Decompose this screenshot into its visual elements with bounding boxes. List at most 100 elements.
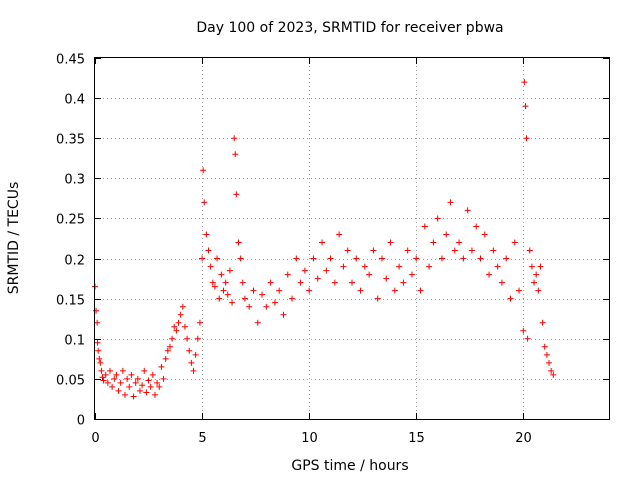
data-point	[344, 247, 351, 254]
data-point	[271, 299, 278, 306]
data-point	[301, 267, 308, 274]
data-point	[387, 239, 394, 246]
data-point	[481, 231, 488, 238]
data-point	[156, 383, 163, 390]
data-point	[145, 377, 152, 384]
x-tick-label: 10	[301, 431, 318, 446]
plot-frame	[94, 57, 610, 420]
data-point	[177, 311, 184, 318]
data-point	[498, 279, 505, 286]
data-point	[314, 275, 321, 282]
data-point	[196, 319, 203, 326]
data-point	[94, 339, 101, 346]
data-point	[473, 223, 480, 230]
data-point	[141, 367, 148, 374]
data-point	[443, 231, 450, 238]
data-point	[250, 287, 257, 294]
data-point	[531, 279, 538, 286]
data-point	[192, 351, 199, 358]
data-point	[464, 207, 471, 214]
data-point	[229, 299, 236, 306]
data-point	[357, 287, 364, 294]
data-point	[164, 347, 171, 354]
y-tick-labels: 0 0.05 0.1 0.15 0.2 0.25 0.3 0.35 0.4 0.45	[56, 53, 85, 429]
y-tick-label: 0.3	[64, 173, 85, 188]
data-point	[233, 191, 240, 198]
data-point	[171, 323, 178, 330]
data-point	[400, 279, 407, 286]
data-point	[216, 295, 223, 302]
data-point	[522, 103, 529, 110]
data-point	[154, 379, 161, 386]
data-point	[121, 391, 128, 398]
data-point	[378, 255, 385, 262]
data-point	[115, 387, 122, 394]
data-point	[263, 303, 270, 310]
data-point	[383, 275, 390, 282]
data-point	[214, 255, 221, 262]
grid-lines	[95, 58, 609, 419]
data-point	[130, 393, 137, 400]
data-point	[528, 263, 535, 270]
data-point	[349, 279, 355, 286]
data-point	[181, 323, 188, 330]
data-point	[353, 255, 360, 262]
data-point	[327, 255, 334, 262]
data-point	[111, 375, 118, 382]
data-point	[550, 371, 557, 378]
data-point	[546, 359, 553, 366]
data-point	[97, 359, 104, 366]
data-point	[199, 255, 206, 262]
data-point	[224, 291, 231, 298]
data-point	[126, 383, 133, 390]
data-point	[535, 287, 542, 294]
data-point	[451, 247, 458, 254]
data-point	[323, 267, 330, 274]
data-point	[490, 247, 497, 254]
data-point	[173, 327, 180, 334]
data-point	[94, 319, 101, 326]
data-point	[306, 287, 313, 294]
data-point	[241, 295, 248, 302]
data-point	[158, 363, 165, 370]
data-point	[521, 79, 528, 86]
data-point	[336, 231, 343, 238]
data-point	[98, 367, 105, 374]
data-point	[203, 231, 210, 238]
x-axis-label: GPS time / hours	[291, 458, 408, 474]
data-point	[200, 167, 207, 174]
data-point	[175, 319, 182, 326]
data-point	[421, 223, 428, 230]
data-point	[93, 307, 100, 314]
data-point	[246, 303, 253, 310]
data-point	[205, 247, 212, 254]
data-point	[149, 371, 156, 378]
data-point	[293, 255, 300, 262]
data-point	[99, 374, 106, 381]
data-point	[516, 287, 523, 294]
data-point	[404, 247, 411, 254]
data-point	[232, 151, 239, 158]
x-tick-label: 5	[198, 431, 206, 446]
data-point	[119, 367, 126, 374]
data-point	[319, 239, 326, 246]
data-point	[239, 279, 246, 286]
data-point	[434, 215, 441, 222]
data-point	[543, 351, 550, 358]
data-point	[184, 335, 191, 342]
data-point	[503, 255, 510, 262]
data-point	[113, 371, 120, 378]
data-point	[220, 287, 227, 294]
data-point	[237, 255, 244, 262]
data-point	[413, 255, 420, 262]
data-point	[102, 371, 109, 378]
data-point	[169, 335, 176, 342]
data-point	[494, 263, 501, 270]
data-point	[391, 287, 398, 294]
data-point	[218, 271, 225, 278]
data-point	[486, 271, 493, 278]
data-point	[104, 379, 111, 386]
x-tick-labels: 0 5 10 15 20	[91, 431, 531, 446]
axis-ticks	[95, 58, 609, 420]
data-point	[370, 247, 377, 254]
